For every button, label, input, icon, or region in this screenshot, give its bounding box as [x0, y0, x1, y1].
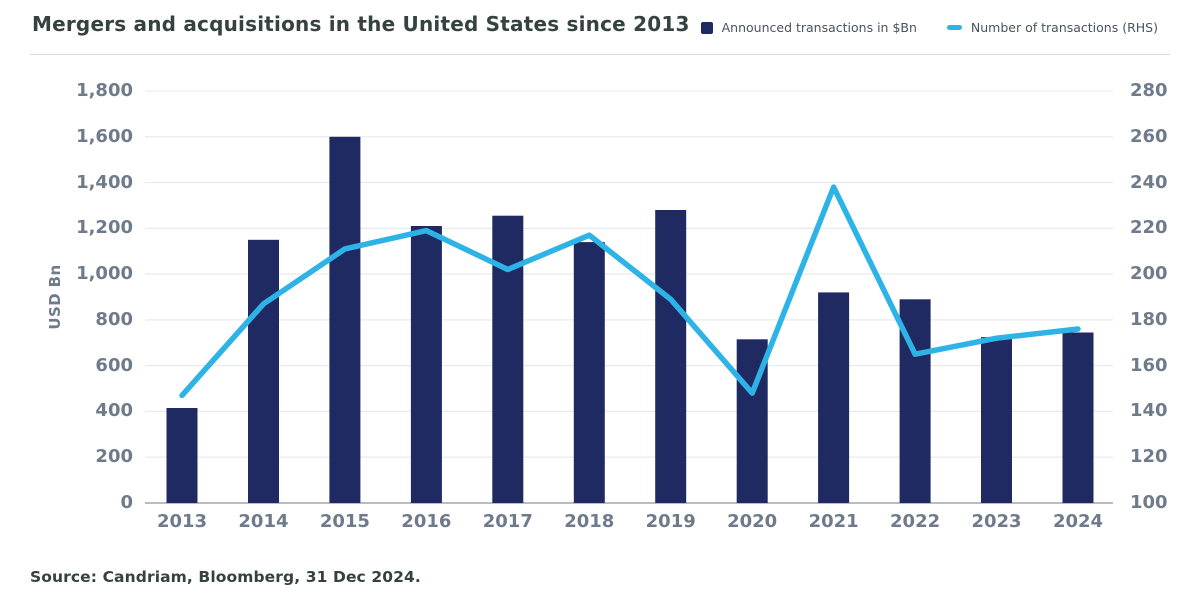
number-of-transactions-line: [179, 184, 1081, 399]
header-divider: [30, 54, 1170, 55]
legend-item-0: Announced transactions in $Bn: [700, 20, 917, 35]
bar-2019: [655, 210, 687, 503]
bar-2016: [410, 226, 442, 503]
bar-2013: [166, 408, 198, 503]
bar-2015: [329, 136, 361, 504]
legend-item-label: Number of transactions (RHS): [970, 20, 1158, 35]
legend-bar-swatch-icon: [700, 21, 713, 34]
bar-2017: [492, 215, 524, 503]
source-note: Source: Candriam, Bloomberg, 31 Dec 2024…: [30, 568, 421, 586]
bar-2024: [1062, 332, 1094, 503]
bar-2014: [248, 239, 279, 504]
legend: Announced transactions in $Bn Number of t…: [700, 20, 1158, 35]
bar-2023: [981, 337, 1012, 503]
bar-2018: [573, 242, 605, 503]
legend-item-label: Announced transactions in $Bn: [721, 20, 917, 35]
bar-2021: [818, 292, 850, 503]
legend-line-swatch-icon: [946, 25, 962, 30]
page-title: Mergers and acquisitions in the United S…: [32, 12, 690, 36]
legend-item-1: Number of transactions (RHS): [946, 20, 1158, 35]
